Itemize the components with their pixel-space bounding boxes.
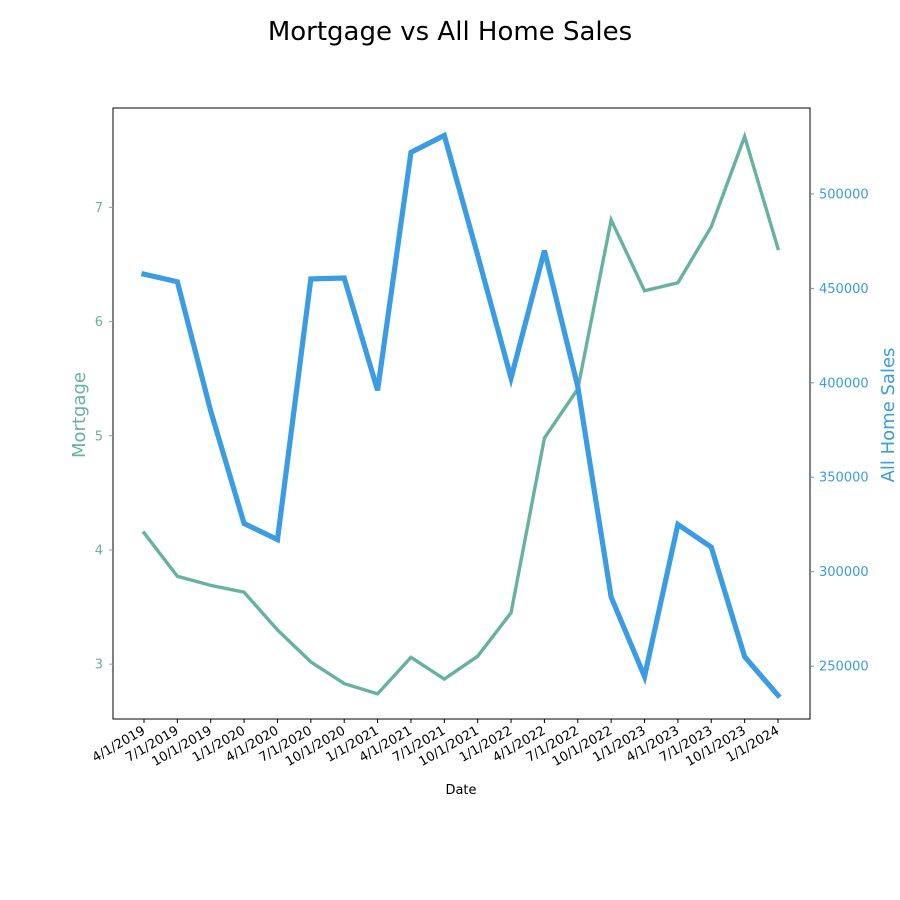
y-right-tick-label: 250000 [819, 660, 869, 675]
y-right-tick-label: 350000 [819, 471, 869, 486]
y-right-tick-label: 300000 [819, 565, 869, 580]
y-left-tick-label: 6 [95, 315, 103, 330]
x-axis-label: Date [445, 783, 476, 798]
y-right-tick-label: 450000 [819, 282, 869, 297]
y-axis-left-label: Mortgage [69, 372, 90, 458]
chart-title: Mortgage vs All Home Sales [268, 17, 632, 47]
y-right-tick-label: 500000 [819, 187, 869, 202]
y-left-tick-label: 4 [95, 543, 103, 558]
plot-area: 3 4 5 6 7 250000 300000 350000 400000 450000 50000… [90, 107, 869, 770]
y-left-tick-label: 5 [95, 429, 103, 444]
plot-frame [112, 107, 811, 720]
y-left-tick-label: 3 [95, 658, 103, 673]
mortgage-series-line [141, 131, 781, 696]
y-left-tick-label: 7 [95, 201, 103, 216]
home-sales-series-line [140, 131, 782, 700]
y-axis-right-label: All Home Sales [878, 348, 899, 483]
y-right-tick-label: 400000 [819, 376, 869, 391]
